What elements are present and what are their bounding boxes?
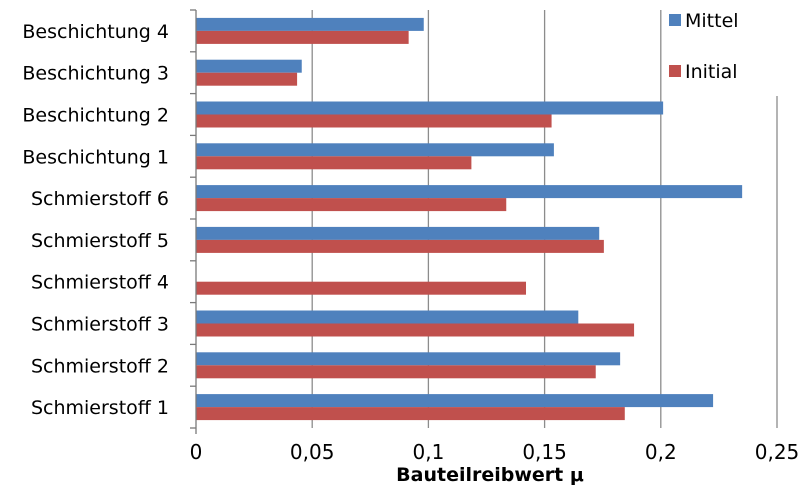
bar-mittel-schmierstoff-6 [196,185,743,199]
category-label: Schmierstoff 3 [31,314,169,336]
bar-initial-schmierstoff-2 [196,365,596,379]
bar-initial-schmierstoff-6 [196,198,507,212]
category-label: Schmierstoff 4 [31,272,169,294]
x-tick-label: 0,15 [522,440,567,464]
bar-initial-schmierstoff-5 [196,239,604,253]
legend-label-mittel: Mittel [685,10,739,32]
axes [190,9,197,434]
category-label: Beschichtung 4 [22,21,169,43]
bar-initial-schmierstoff-3 [196,323,635,337]
category-label: Schmierstoff 1 [31,397,169,419]
category-label: Beschichtung 1 [22,146,169,168]
x-tick-label: 0,05 [290,440,335,464]
bar-mittel-schmierstoff-3 [196,310,579,324]
x-tick-labels: 0 0,05 0,1 0,15 0,2 0,25 [190,440,800,464]
legend-label-initial: Initial [685,61,738,83]
bar-mittel-schmierstoff-2 [196,352,621,366]
category-labels: Schmierstoff 1 Schmierstoff 2 Schmierstoff… [22,21,169,419]
legend-swatch-mittel [669,14,681,26]
bar-initial-schmierstoff-1 [196,407,625,421]
x-axis-title: Bauteilreibwert μ [396,464,584,486]
bar-mittel-beschichtung-1 [196,143,554,157]
x-tick-label: 0,1 [412,440,444,464]
bar-mittel-beschichtung-4 [196,17,424,31]
x-tick-label: 0,2 [645,440,677,464]
bar-initial-beschichtung-1 [196,156,472,170]
bar-initial-schmierstoff-4 [196,281,527,295]
legend: Mittel Initial [669,10,739,83]
bar-mittel-beschichtung-2 [196,101,664,115]
bar-initial-beschichtung-2 [196,114,552,128]
x-tick-label: 0 [190,440,203,464]
bar-mittel-schmierstoff-1 [196,394,714,408]
category-label: Schmierstoff 5 [31,230,169,252]
bar-mittel-beschichtung-3 [196,59,302,73]
category-label: Beschichtung 2 [22,105,169,127]
category-label: Schmierstoff 2 [31,355,169,377]
category-label: Beschichtung 3 [22,63,169,85]
x-tick-label: 0,25 [755,440,800,464]
bar-initial-beschichtung-3 [196,72,298,86]
bars [196,17,743,421]
bar-initial-beschichtung-4 [196,30,409,44]
category-label: Schmierstoff 6 [31,188,169,210]
bar-mittel-schmierstoff-5 [196,226,600,240]
legend-swatch-initial [669,65,681,77]
